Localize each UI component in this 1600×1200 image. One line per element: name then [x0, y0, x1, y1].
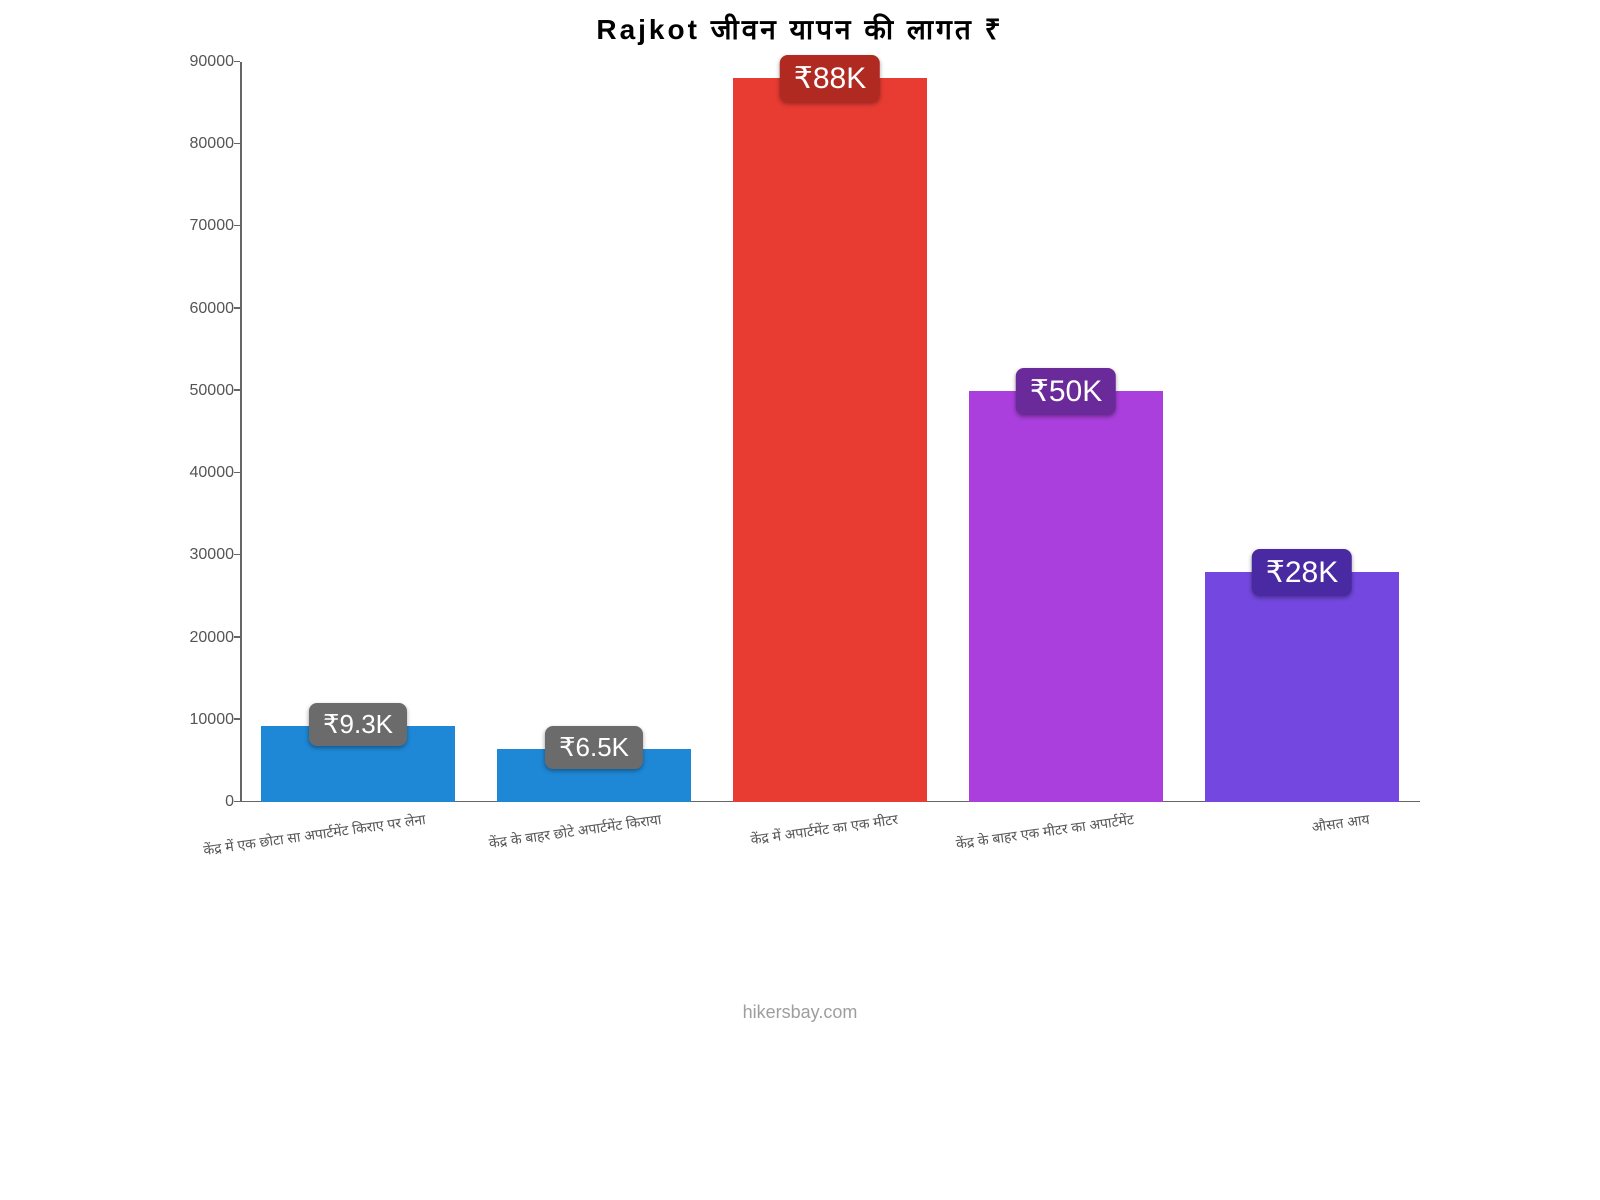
- y-tick-label: 90000: [170, 53, 234, 71]
- y-tick-label: 80000: [170, 135, 234, 153]
- y-tick-label: 0: [170, 793, 234, 811]
- x-labels-container: केंद्र में एक छोटा सा अपार्टमेंट किराए प…: [240, 804, 1420, 832]
- y-tick-label: 10000: [170, 711, 234, 729]
- chart-title: Rajkot जीवन यापन की लागत ₹: [150, 10, 1450, 48]
- y-tick-label: 30000: [170, 546, 234, 564]
- bars-container: ₹9.3K₹6.5K₹88K₹50K₹28K: [240, 62, 1420, 802]
- plot-area: 0100002000030000400005000060000700008000…: [240, 62, 1420, 832]
- x-category-label: केंद्र में एक छोटा सा अपार्टमेंट किराए प…: [202, 810, 427, 860]
- bar: ₹28K: [1205, 572, 1399, 802]
- bar: ₹6.5K: [497, 749, 691, 802]
- bar: ₹88K: [733, 78, 927, 802]
- bar-value-label: ₹28K: [1252, 549, 1352, 596]
- x-category-label: औसत आय: [1311, 810, 1371, 837]
- y-tick-label: 60000: [170, 300, 234, 318]
- y-tick-label: 50000: [170, 382, 234, 400]
- bar-value-label: ₹6.5K: [545, 726, 643, 769]
- bar-value-label: ₹50K: [1016, 368, 1116, 415]
- cost-of-living-chart: Rajkot जीवन यापन की लागत ₹ 0100002000030…: [150, 0, 1450, 1000]
- y-tick-label: 40000: [170, 464, 234, 482]
- x-category-label: केंद्र के बाहर छोटे अपार्टमेंट किराया: [488, 810, 663, 853]
- bar: ₹50K: [969, 391, 1163, 802]
- x-category-label: केंद्र के बाहर एक मीटर का अपार्टमेंट: [954, 810, 1134, 854]
- bar: ₹9.3K: [261, 726, 455, 802]
- y-tick-label: 20000: [170, 629, 234, 647]
- x-category-label: केंद्र में अपार्टमेंट का एक मीटर: [749, 810, 899, 849]
- bar-value-label: ₹9.3K: [309, 703, 407, 746]
- y-tick-label: 70000: [170, 217, 234, 235]
- bar-value-label: ₹88K: [780, 55, 880, 102]
- watermark: hikersbay.com: [150, 1002, 1450, 1023]
